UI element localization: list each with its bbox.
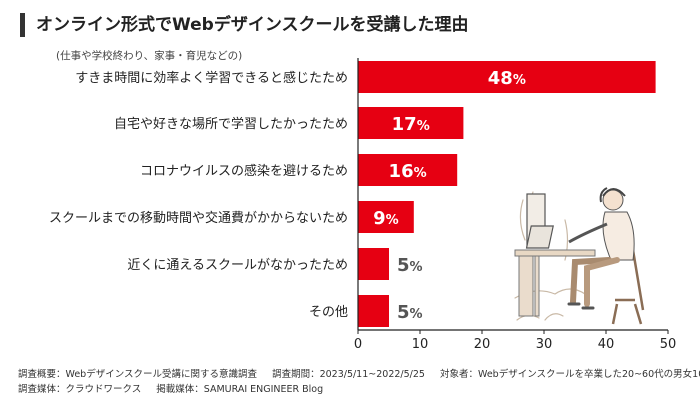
bar	[358, 61, 656, 93]
footer-target: 対象者：Webデザインスクールを卒業した20~60代の男女100名	[439, 369, 700, 380]
bar	[358, 295, 389, 327]
footer-line-2: 調査媒体：クラウドワークス 掲載媒体：SAMURAI ENGINEER Blog	[18, 381, 335, 395]
footer-survey-overview: 調査概要：Webデザインスクール受講に関する意識調査	[18, 369, 258, 380]
bar	[358, 107, 464, 139]
footer-line-1: 調査概要：Webデザインスクール受講に関する意識調査 調査期間：2023/5/1…	[18, 366, 700, 380]
value-label: 9%	[373, 208, 399, 229]
bar	[358, 154, 458, 186]
footer-publication: 掲載媒体：SAMURAI ENGINEER Blog	[156, 384, 324, 395]
category-sublabel: (仕事や学校終わり、家事・育児などの)	[56, 49, 242, 62]
value-label: 5%	[397, 255, 423, 276]
title-accent-bar	[20, 13, 25, 37]
x-tick-label: 50	[660, 337, 677, 352]
category-label: その他	[309, 305, 348, 320]
x-tick-label: 10	[412, 337, 429, 352]
x-tick-label: 20	[474, 337, 491, 352]
x-tick-label: 0	[354, 337, 362, 352]
category-label: 近くに通えるスクールがなかったため	[127, 258, 348, 273]
category-label: コロナウイルスの感染を避けるため	[140, 163, 348, 179]
bar	[358, 201, 414, 233]
category-label: スクールまでの移動時間や交通費がかからないため	[49, 210, 348, 226]
x-tick-label: 40	[598, 337, 615, 352]
footer-survey-period: 調査期間：2023/5/11~2022/5/25	[272, 369, 425, 380]
x-tick-label: 30	[536, 337, 553, 352]
bar	[358, 248, 389, 280]
value-label: 16%	[389, 161, 427, 182]
value-label: 48%	[488, 68, 526, 89]
person-at-computer-illustration	[514, 187, 645, 325]
chart-title: オンライン形式でWebデザインスクールを受講した理由	[36, 15, 469, 35]
category-label: 自宅や好きな場所で学習したかったため	[114, 116, 348, 132]
category-label: すきま時間に効率よく学習できると感じたため	[75, 70, 348, 86]
value-label: 17%	[392, 114, 430, 135]
value-label: 5%	[397, 302, 423, 323]
footer-survey-media: 調査媒体：クラウドワークス	[18, 384, 142, 395]
